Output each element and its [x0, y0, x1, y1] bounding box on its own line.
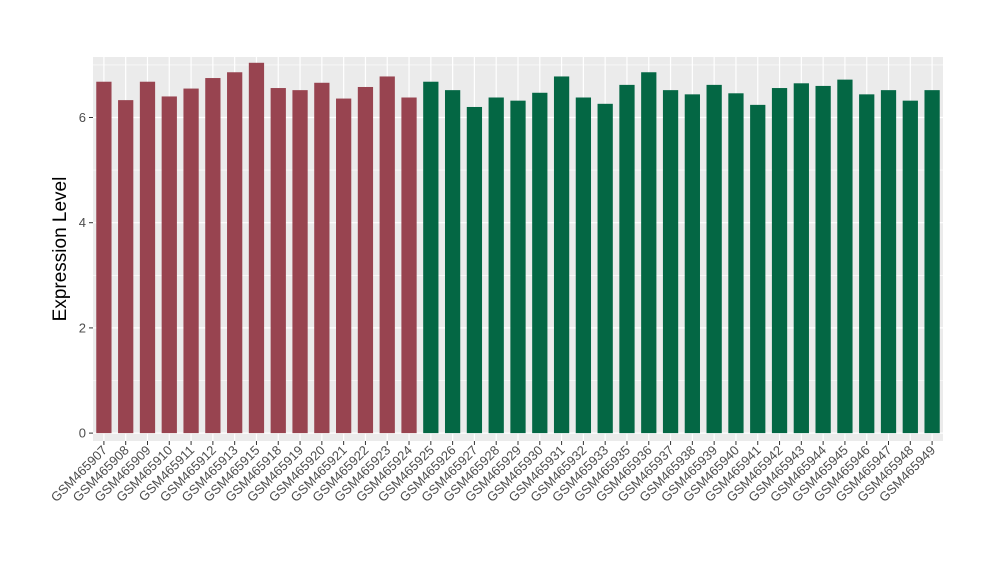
- bar: [771, 88, 788, 434]
- bar: [880, 90, 897, 434]
- x-axis: GSM465907GSM465908GSM465909GSM465910GSM4…: [48, 441, 938, 505]
- bar: [597, 103, 613, 434]
- bar: [183, 88, 199, 434]
- bar: [248, 62, 265, 434]
- bar: [161, 96, 177, 434]
- bar: [924, 90, 940, 434]
- bar: [96, 81, 112, 434]
- y-tick-label: 4: [79, 215, 86, 230]
- bar: [619, 84, 635, 434]
- y-tick-label: 2: [79, 320, 86, 335]
- bar: [815, 85, 831, 434]
- bar: [859, 94, 875, 434]
- bar: [314, 82, 330, 434]
- bar: [270, 88, 286, 434]
- bars: [96, 62, 940, 434]
- bar: [488, 97, 504, 434]
- bar: [641, 72, 657, 434]
- y-axis: 0 2 4 6: [79, 110, 93, 441]
- bar: [575, 97, 592, 434]
- bar: [750, 104, 766, 434]
- bar: [728, 93, 744, 434]
- bar: [423, 81, 439, 434]
- bar: [205, 78, 221, 434]
- bar: [227, 72, 243, 434]
- bar: [357, 86, 374, 434]
- bar: [793, 83, 809, 434]
- bar: [553, 76, 570, 434]
- bar: [684, 94, 700, 434]
- y-tick-label: 6: [79, 110, 86, 125]
- y-tick-label: 0: [79, 426, 86, 441]
- bar: [902, 100, 918, 434]
- bar: [466, 106, 483, 434]
- bar: [401, 97, 417, 434]
- bar: [292, 90, 308, 434]
- bar: [532, 92, 548, 434]
- bar: [118, 100, 134, 434]
- y-axis-title: Expression Level: [50, 177, 71, 322]
- bar: [706, 84, 722, 434]
- bar: [336, 98, 352, 434]
- bar: [139, 81, 156, 434]
- bar: [662, 90, 679, 434]
- bar: [510, 100, 526, 434]
- bar: [379, 76, 395, 434]
- bar: [837, 79, 853, 434]
- bar: [444, 90, 461, 434]
